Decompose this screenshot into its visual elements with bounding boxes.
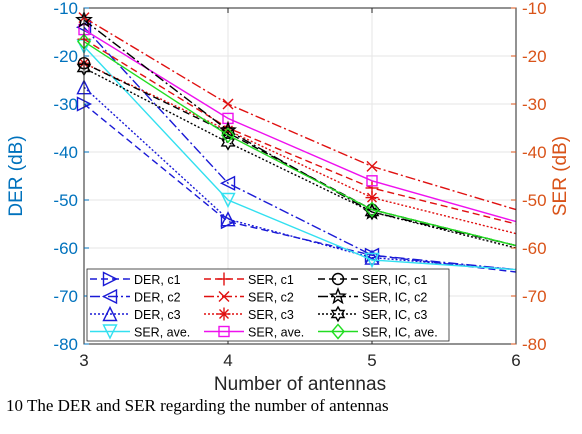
right-axis-ticks: -10 -20 -30 -40 -50 -60 -70 -80 [511,0,547,354]
right-tick-label: -20 [522,47,547,66]
data-point [364,252,380,269]
right-tick-label: -70 [522,287,547,306]
legend-label: SER, IC, c1 [362,273,427,287]
right-tick-label: -30 [522,95,547,114]
data-point [366,160,378,172]
left-tick-label: -10 [53,0,78,18]
left-tick-label: -40 [53,143,78,162]
series-line-3 [83,86,517,271]
legend-label: DER, c2 [134,291,181,305]
series-line-1 [83,103,517,273]
right-tick-label: -40 [522,143,547,162]
legend-label: SER, ave. [248,326,304,340]
series-line-12 [83,41,517,247]
left-tick-label: -50 [53,191,78,210]
left-tick-label: -80 [53,335,78,354]
data-point [364,249,380,265]
series-line-7 [83,62,517,235]
legend-label: SER, c2 [248,291,294,305]
legend-marker [218,291,230,302]
left-axis-ticks: -10 -20 -30 -40 -50 -60 -70 -80 [53,0,89,354]
data-point [219,175,236,191]
right-axis-label: SER (dB) [550,136,571,216]
right-tick-label: -80 [522,335,547,354]
series-line-8 [83,29,517,223]
data-point [366,175,378,187]
right-tick-label: -10 [522,0,547,18]
data-point [220,192,236,209]
legend-label: DER, c1 [134,273,181,287]
legend-marker [331,323,345,340]
legend-marker [217,272,231,286]
legend-label: SER, c1 [248,273,294,287]
legend-label: SER, IC, c3 [362,308,427,322]
series-line-10 [83,19,517,247]
right-tick-label: -50 [522,191,547,210]
legend: DER, c1 DER, c2 DER, c3 SER, ave. SER, c1 SER… [86,268,450,342]
series-line-4 [83,45,517,271]
x-tick-label: 6 [511,351,520,370]
left-tick-label: -60 [53,239,78,258]
legend-marker [330,305,346,323]
series-line-11 [83,67,517,249]
series-line-5 [83,38,517,225]
grid [84,8,516,344]
data-point [364,203,380,221]
data-point [221,127,235,144]
legend-marker [102,305,118,322]
legend-marker [101,288,118,305]
legend-marker [217,307,231,321]
series-line-9 [83,62,517,247]
left-axis-label: DER (dB) [6,135,27,216]
legend-marker [329,287,347,305]
data-point [219,120,237,139]
legend-marker [102,271,119,287]
x-axis-label: Number of antennas [214,374,386,392]
x-tick-label: 3 [79,351,88,370]
left-tick-label: -70 [53,287,78,306]
data-point [365,201,379,218]
data-point [220,213,237,230]
legend-box [86,268,450,342]
legend-marker [218,325,230,338]
legend-label: SER, c3 [248,308,294,322]
plot-frame [83,7,517,345]
data-point [220,211,236,227]
legend-label: SER, IC, c2 [362,291,427,305]
caption-text: 10 The DER and SER regarding the number … [6,396,389,415]
left-tick-label: -20 [53,47,78,66]
x-tick-label: 5 [367,351,376,370]
right-tick-label: -60 [522,239,547,258]
series-line-6 [83,16,517,211]
data-point [365,191,379,205]
series-lines [75,10,517,273]
legend-label: SER, IC, ave. [362,326,438,340]
legend-marker [102,324,118,340]
series-line-2 [83,26,517,271]
legend-marker [331,272,345,286]
data-point [222,98,234,110]
legend-label: DER, c3 [134,308,181,322]
x-tick-label: 4 [223,351,232,370]
legend-label: SER, ave. [134,326,190,340]
left-tick-label: -30 [53,95,78,114]
figure-caption-fragment: 10 The DER and SER regarding the number … [0,392,582,434]
